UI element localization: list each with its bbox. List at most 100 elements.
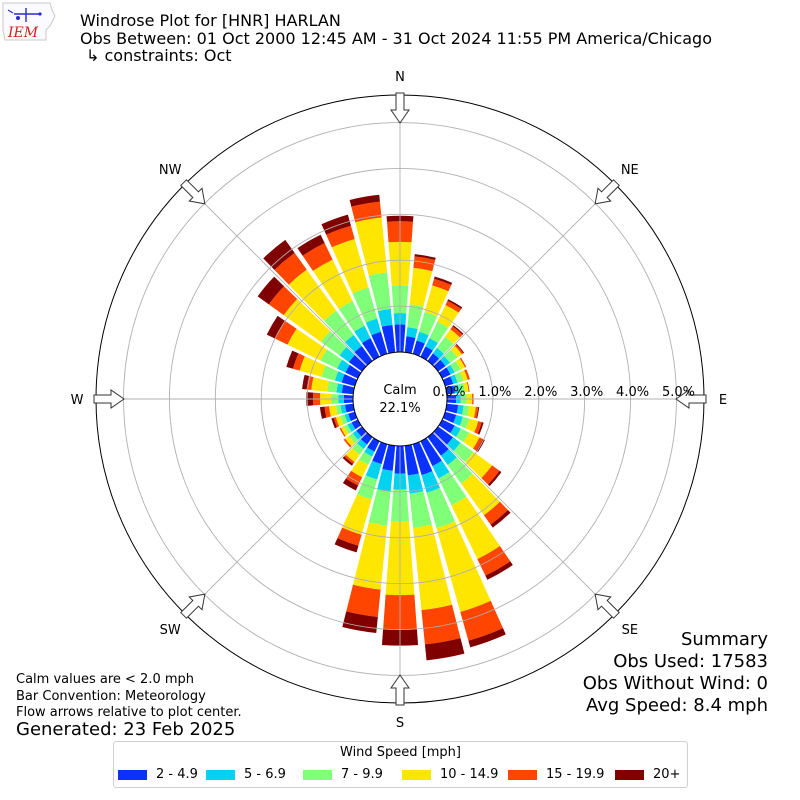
iem-logo: IEM xyxy=(0,0,56,44)
windrose-bar-segment xyxy=(361,338,380,361)
windrose-bar-segment xyxy=(341,374,358,387)
legend-item: 5 - 6.9 xyxy=(206,767,286,782)
legend-label: 15 - 19.9 xyxy=(546,767,605,782)
summary-title: Summary xyxy=(681,629,768,650)
windrose-bar-segment xyxy=(432,278,452,292)
windrose-bar-segment xyxy=(453,442,474,463)
legend-swatch xyxy=(303,769,332,780)
flow-arrow-icon xyxy=(594,593,620,619)
legend-swatch xyxy=(118,769,147,780)
windrose-bar-segment xyxy=(345,403,355,413)
windrose-bar-segment xyxy=(354,325,371,344)
windrose-bar-segment xyxy=(312,259,353,309)
windrose-bar-segment xyxy=(420,346,433,361)
logo-text: IEM xyxy=(7,25,39,41)
windrose-bar-segment xyxy=(447,299,463,309)
windrose-bar-segment xyxy=(437,305,459,328)
windrose-bar-segment xyxy=(466,381,470,393)
windrose-bar-segment xyxy=(357,475,378,500)
legend-item: 15 - 19.9 xyxy=(508,767,604,782)
legend-title: Wind Speed [mph] xyxy=(340,745,461,760)
windrose-bar-segment xyxy=(335,405,342,415)
radial-tick-label: 1.0% xyxy=(478,385,511,400)
windrose-bar-segment xyxy=(487,470,502,487)
calm-value: 22.1% xyxy=(379,401,420,416)
windrose-bar-segment xyxy=(353,522,388,590)
generated-date: Generated: 23 Feb 2025 xyxy=(16,719,236,740)
windrose-bar-segment xyxy=(340,404,347,414)
calm-note: Calm values are < 2.0 mph xyxy=(16,672,195,687)
windrose-bar-segment xyxy=(338,300,365,332)
windrose-bar-segment xyxy=(331,238,369,294)
windrose-bar-segment xyxy=(377,308,393,327)
windrose-bar-segment xyxy=(474,421,482,434)
legend-label: 7 - 9.9 xyxy=(341,767,383,782)
windrose-bar-segment xyxy=(485,561,513,580)
windrose-bar-segment xyxy=(460,370,468,382)
calm-circle xyxy=(352,351,448,447)
windrose-bar-segment xyxy=(355,217,388,276)
windrose-bar-segment xyxy=(358,451,373,465)
iowa-map-icon: IEM xyxy=(2,2,56,41)
direction-label: SW xyxy=(160,623,181,638)
windrose-bar-segment xyxy=(321,365,339,381)
legend-label: 5 - 6.9 xyxy=(244,767,286,782)
windrose-bar-segment xyxy=(348,433,359,443)
windrose-bar-segment xyxy=(455,428,470,443)
windrose-bar-segment xyxy=(433,359,446,372)
windrose-bar-segment xyxy=(434,276,453,285)
radial-tick-label: 4.0% xyxy=(616,385,649,400)
grid-spoke xyxy=(432,431,616,615)
windrose-bar-segment xyxy=(343,438,352,448)
direction-label: NW xyxy=(159,163,182,178)
windrose-bar-segment xyxy=(381,324,396,354)
windrose-bar-segment xyxy=(360,432,373,445)
direction-label: N xyxy=(395,70,405,85)
windrose-bar-segment xyxy=(345,364,362,379)
windrose-bar-segment xyxy=(344,424,352,434)
radial-tick-label: 3.0% xyxy=(570,385,603,400)
windrose-bar-segment xyxy=(440,449,457,466)
legend-swatch xyxy=(402,769,431,780)
windrose-bar-segment xyxy=(268,286,298,316)
radial-tick-label: 5.0% xyxy=(662,385,695,400)
windrose-bar-segment xyxy=(364,447,375,457)
windrose-bar-segment xyxy=(450,425,461,438)
windrose-bar-segment xyxy=(474,406,479,419)
windrose-bar-segment xyxy=(287,328,327,361)
windrose-bar-segment xyxy=(286,350,299,369)
summary-obs-without-wind: Obs Without Wind: 0 xyxy=(582,673,768,694)
windrose-bar-segment xyxy=(274,252,307,285)
windrose-bar-segment xyxy=(436,336,454,354)
windrose-bar-segment xyxy=(334,538,359,553)
windrose-bar-segment xyxy=(342,456,354,466)
windrose-bar-segment xyxy=(436,521,491,613)
legend-label: 10 - 14.9 xyxy=(440,767,499,782)
flow-arrows-note: Flow arrows relative to plot center. xyxy=(16,705,242,720)
windrose-bar-segment xyxy=(412,340,425,357)
windrose-bar-segment xyxy=(356,439,368,450)
windrose-bar-segment xyxy=(341,384,355,395)
windrose-bar-segment xyxy=(327,381,338,393)
windrose-bar-segment xyxy=(419,311,438,336)
windrose-bar-segment xyxy=(292,353,305,371)
windrose-bar-segment xyxy=(407,473,424,494)
windrose-bar-segment xyxy=(349,194,380,207)
chart-period: Obs Between: 01 Oct 2000 12:45 AM - 31 O… xyxy=(80,29,712,48)
windrose-bar-segment xyxy=(321,214,351,235)
legend-item: 10 - 14.9 xyxy=(402,767,498,782)
windrose-bar-segment xyxy=(427,353,440,366)
flow-arrow-icon xyxy=(390,92,410,124)
windrose-bar-segment xyxy=(351,201,382,223)
windrose-bar-segment xyxy=(320,331,347,356)
windrose-bar-segment xyxy=(342,494,372,535)
windrose-bar-segment xyxy=(337,359,350,373)
windrose-bar-segment xyxy=(445,300,462,313)
windrose-bar-segment xyxy=(453,384,460,394)
windrose-bar-segment xyxy=(344,413,351,423)
windrose-bar-segment xyxy=(450,374,458,384)
windrose-bar-segment xyxy=(351,459,369,478)
windrose-bar-segment xyxy=(409,491,432,528)
windrose-bar-segment xyxy=(442,376,454,387)
windrose-bar-segment xyxy=(413,256,436,272)
